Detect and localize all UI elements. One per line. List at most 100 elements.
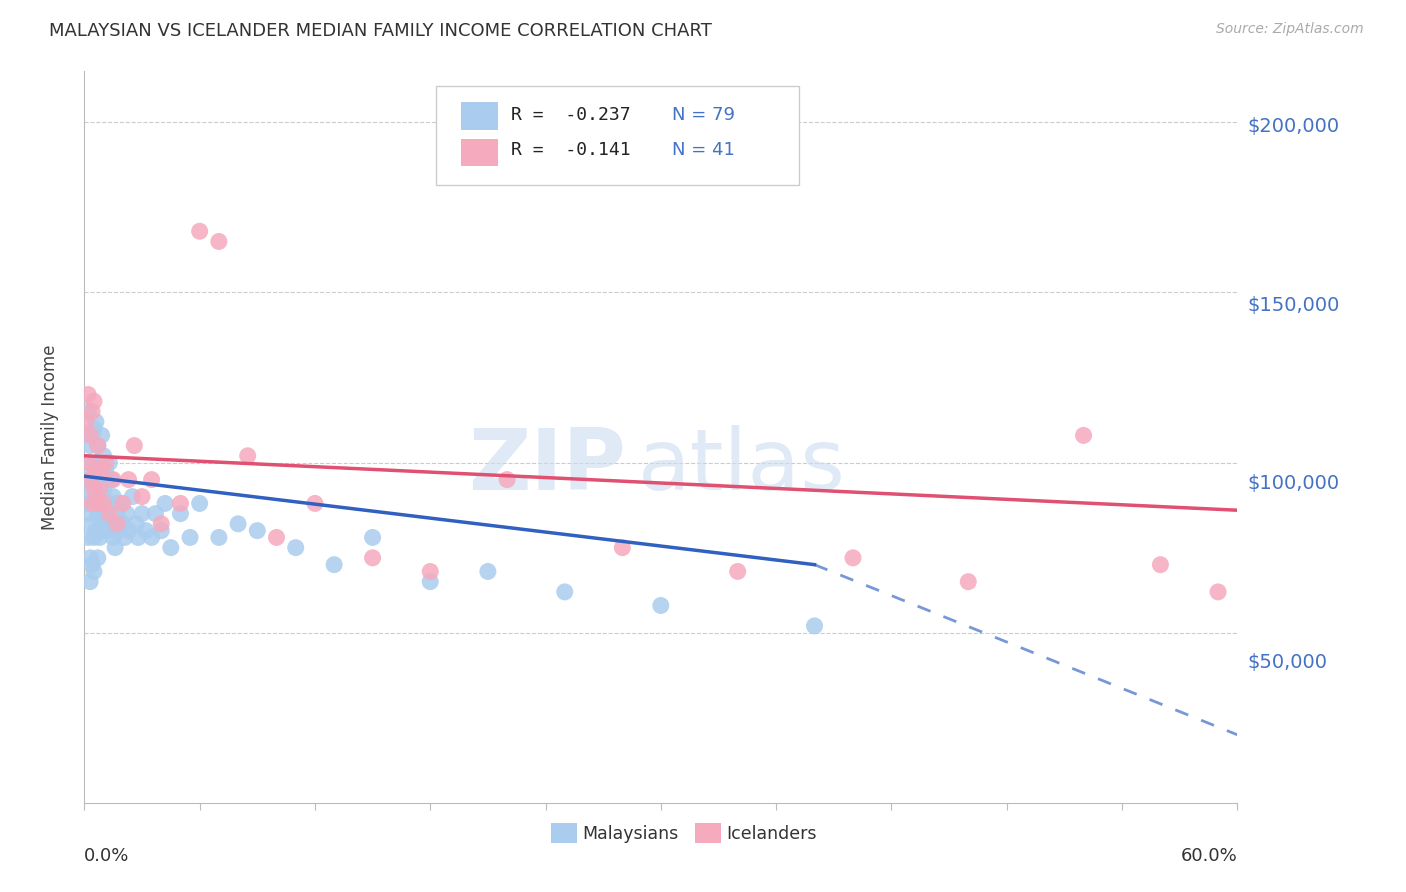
Point bbox=[169, 496, 191, 510]
Point bbox=[131, 507, 153, 521]
Text: Icelanders: Icelanders bbox=[727, 824, 817, 843]
Point bbox=[79, 507, 101, 521]
Text: Source: ZipAtlas.com: Source: ZipAtlas.com bbox=[1216, 22, 1364, 37]
Point bbox=[105, 516, 128, 531]
Point bbox=[496, 473, 519, 487]
Point bbox=[169, 507, 191, 521]
Point bbox=[127, 531, 149, 545]
Point bbox=[1073, 428, 1095, 442]
Point bbox=[104, 541, 127, 555]
Point bbox=[842, 550, 865, 565]
Point bbox=[77, 473, 100, 487]
Point bbox=[150, 516, 173, 531]
Point bbox=[150, 524, 173, 538]
Point bbox=[98, 507, 121, 521]
Point bbox=[87, 439, 110, 453]
Point bbox=[957, 574, 980, 589]
Text: R =  -0.237: R = -0.237 bbox=[510, 106, 630, 124]
Bar bbox=[461, 102, 498, 130]
Point bbox=[477, 565, 499, 579]
Point bbox=[87, 550, 110, 565]
Point bbox=[80, 473, 103, 487]
Point bbox=[83, 462, 105, 476]
Point bbox=[75, 456, 97, 470]
Point bbox=[90, 428, 112, 442]
Point bbox=[554, 585, 576, 599]
Point bbox=[103, 473, 124, 487]
Point bbox=[87, 507, 110, 521]
Bar bbox=[551, 822, 576, 843]
Point bbox=[108, 524, 131, 538]
Point bbox=[111, 496, 134, 510]
Point bbox=[94, 507, 117, 521]
Text: MALAYSIAN VS ICELANDER MEDIAN FAMILY INCOME CORRELATION CHART: MALAYSIAN VS ICELANDER MEDIAN FAMILY INC… bbox=[49, 22, 711, 40]
Point bbox=[83, 565, 105, 579]
Point bbox=[419, 565, 441, 579]
Point bbox=[89, 456, 111, 470]
Point bbox=[93, 496, 115, 510]
Point bbox=[188, 224, 211, 238]
Text: N = 41: N = 41 bbox=[672, 141, 735, 159]
Point bbox=[94, 462, 117, 476]
Text: Malaysians: Malaysians bbox=[582, 824, 679, 843]
Point bbox=[77, 404, 100, 418]
Point bbox=[117, 524, 139, 538]
Point bbox=[83, 483, 105, 497]
Point bbox=[84, 456, 107, 470]
Point bbox=[80, 558, 103, 572]
Point bbox=[188, 496, 211, 510]
Point bbox=[117, 473, 139, 487]
Point bbox=[80, 428, 103, 442]
Point bbox=[84, 490, 107, 504]
Point bbox=[77, 531, 100, 545]
Point bbox=[153, 496, 176, 510]
Point bbox=[84, 462, 107, 476]
Point bbox=[79, 550, 101, 565]
Point bbox=[75, 496, 97, 510]
Bar bbox=[461, 138, 498, 167]
Text: 60.0%: 60.0% bbox=[1181, 847, 1237, 864]
Point bbox=[80, 496, 103, 510]
Point bbox=[111, 516, 134, 531]
Point bbox=[1206, 585, 1229, 599]
Point bbox=[104, 496, 127, 510]
Point bbox=[79, 428, 101, 442]
Bar bbox=[696, 822, 721, 843]
Point bbox=[80, 516, 103, 531]
Text: R =  -0.141: R = -0.141 bbox=[510, 141, 630, 159]
Point bbox=[96, 516, 118, 531]
Text: N = 79: N = 79 bbox=[672, 106, 735, 124]
Point bbox=[361, 550, 384, 565]
Point bbox=[79, 439, 101, 453]
Point bbox=[114, 531, 136, 545]
Text: atlas: atlas bbox=[638, 425, 846, 508]
Point bbox=[77, 387, 100, 401]
Point bbox=[361, 531, 384, 545]
Point bbox=[98, 496, 121, 510]
Point bbox=[121, 490, 143, 504]
Point bbox=[100, 524, 122, 538]
Point bbox=[75, 415, 97, 429]
Point bbox=[135, 524, 157, 538]
Point bbox=[110, 496, 132, 510]
Text: ZIP: ZIP bbox=[468, 425, 626, 508]
Point bbox=[131, 490, 153, 504]
Point bbox=[90, 516, 112, 531]
Point bbox=[145, 507, 167, 521]
Point bbox=[612, 541, 634, 555]
Point bbox=[89, 531, 111, 545]
Point bbox=[236, 449, 259, 463]
Point bbox=[80, 404, 103, 418]
Point bbox=[79, 574, 101, 589]
Text: 0.0%: 0.0% bbox=[84, 847, 129, 864]
Point bbox=[84, 524, 107, 538]
Point bbox=[79, 483, 101, 497]
Point bbox=[103, 490, 124, 504]
Point bbox=[103, 531, 124, 545]
Point bbox=[79, 473, 101, 487]
Point bbox=[419, 574, 441, 589]
Point bbox=[87, 496, 110, 510]
FancyBboxPatch shape bbox=[436, 86, 799, 185]
Point bbox=[105, 507, 128, 521]
Point bbox=[84, 415, 107, 429]
